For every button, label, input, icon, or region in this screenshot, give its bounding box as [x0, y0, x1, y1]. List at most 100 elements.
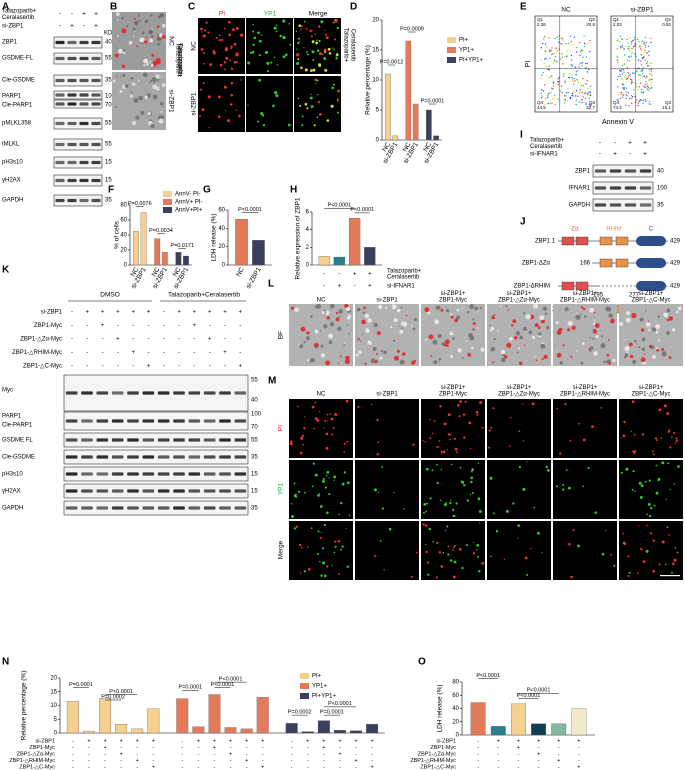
- cell: [668, 316, 673, 321]
- cell: [338, 309, 343, 314]
- event: [544, 50, 546, 52]
- event: [631, 79, 633, 81]
- label: +: [147, 364, 151, 370]
- cell: [147, 111, 151, 116]
- sign: -: [323, 758, 325, 764]
- cell: [373, 322, 378, 328]
- event: [567, 87, 569, 90]
- event: [644, 36, 647, 39]
- cell: [525, 314, 531, 320]
- sign: +: [261, 764, 264, 770]
- band: [67, 40, 77, 45]
- band: [219, 419, 231, 423]
- label: -: [117, 323, 119, 329]
- event: [543, 84, 546, 86]
- cell: [156, 79, 160, 82]
- cell: [135, 115, 140, 120]
- cell: [334, 19, 338, 23]
- p-value: P<0.0001: [517, 693, 541, 699]
- label: +: [101, 323, 105, 329]
- label: 100: [657, 186, 668, 192]
- event: [576, 46, 578, 49]
- cell: [634, 339, 637, 343]
- cell: [643, 353, 646, 355]
- cell: [536, 531, 540, 535]
- cell: [439, 405, 442, 408]
- event: [620, 70, 623, 73]
- cell: [297, 490, 301, 493]
- event: [633, 38, 635, 41]
- cell: [436, 541, 439, 545]
- label: si-ZBP1+: [573, 291, 598, 297]
- band: [55, 178, 65, 183]
- cell: [337, 540, 341, 543]
- cell: [592, 328, 597, 333]
- event: [650, 70, 652, 73]
- y-tick-label: 40: [218, 226, 225, 232]
- band: [91, 198, 101, 203]
- band: [234, 506, 247, 510]
- cell: [275, 30, 278, 33]
- cell: [317, 93, 319, 96]
- sign: -: [307, 751, 309, 757]
- cell: [370, 403, 373, 406]
- cell: [466, 499, 469, 502]
- y-tick-label: 80: [120, 203, 127, 209]
- cell: [300, 66, 303, 69]
- label: -: [163, 310, 165, 316]
- label: +: [208, 310, 212, 316]
- y-tick-label: 20: [372, 18, 379, 24]
- event: [551, 53, 553, 56]
- event: [576, 78, 578, 81]
- band: [188, 472, 201, 476]
- x-tick-label: si-ZBP1: [245, 266, 263, 290]
- cell: [320, 330, 322, 332]
- y-tick-label: 10: [50, 703, 57, 709]
- bar: [224, 727, 237, 734]
- cell: [388, 527, 392, 531]
- cell: [310, 35, 313, 38]
- cell: [253, 36, 257, 40]
- cell: [236, 61, 239, 64]
- label: 32.7: [586, 105, 595, 110]
- label: -: [163, 350, 165, 356]
- band: [55, 102, 65, 106]
- cell: [301, 115, 304, 118]
- cell: [660, 437, 663, 439]
- event: [623, 54, 626, 56]
- event: [540, 59, 542, 61]
- image: [355, 521, 419, 580]
- band: [142, 419, 155, 423]
- cell: [632, 359, 637, 364]
- cell: [260, 111, 264, 116]
- cell: [402, 352, 406, 356]
- event: [634, 45, 636, 47]
- event: [633, 72, 636, 74]
- cell: [509, 337, 513, 341]
- band: [127, 472, 139, 476]
- cell: [481, 426, 484, 429]
- cell: [631, 312, 637, 319]
- cell: [478, 569, 481, 573]
- cell: [151, 53, 155, 57]
- cell: [464, 336, 466, 338]
- event: [575, 70, 578, 73]
- event: [628, 56, 631, 58]
- event: [650, 81, 653, 84]
- band: [188, 506, 201, 510]
- cell: [300, 436, 304, 440]
- p-value: P=0.0001: [178, 685, 202, 691]
- cell: [489, 329, 493, 332]
- cell: [262, 114, 265, 117]
- cell: [481, 561, 485, 565]
- event: [579, 63, 581, 65]
- event: [577, 95, 579, 97]
- cell: [621, 437, 623, 439]
- label: Ceralasertib: [176, 44, 182, 77]
- cell: [151, 35, 154, 38]
- panel-letter: H: [290, 185, 297, 196]
- cell: [361, 332, 364, 335]
- event: [639, 99, 642, 101]
- band: [624, 203, 637, 207]
- y-tick-label: 20: [218, 244, 225, 250]
